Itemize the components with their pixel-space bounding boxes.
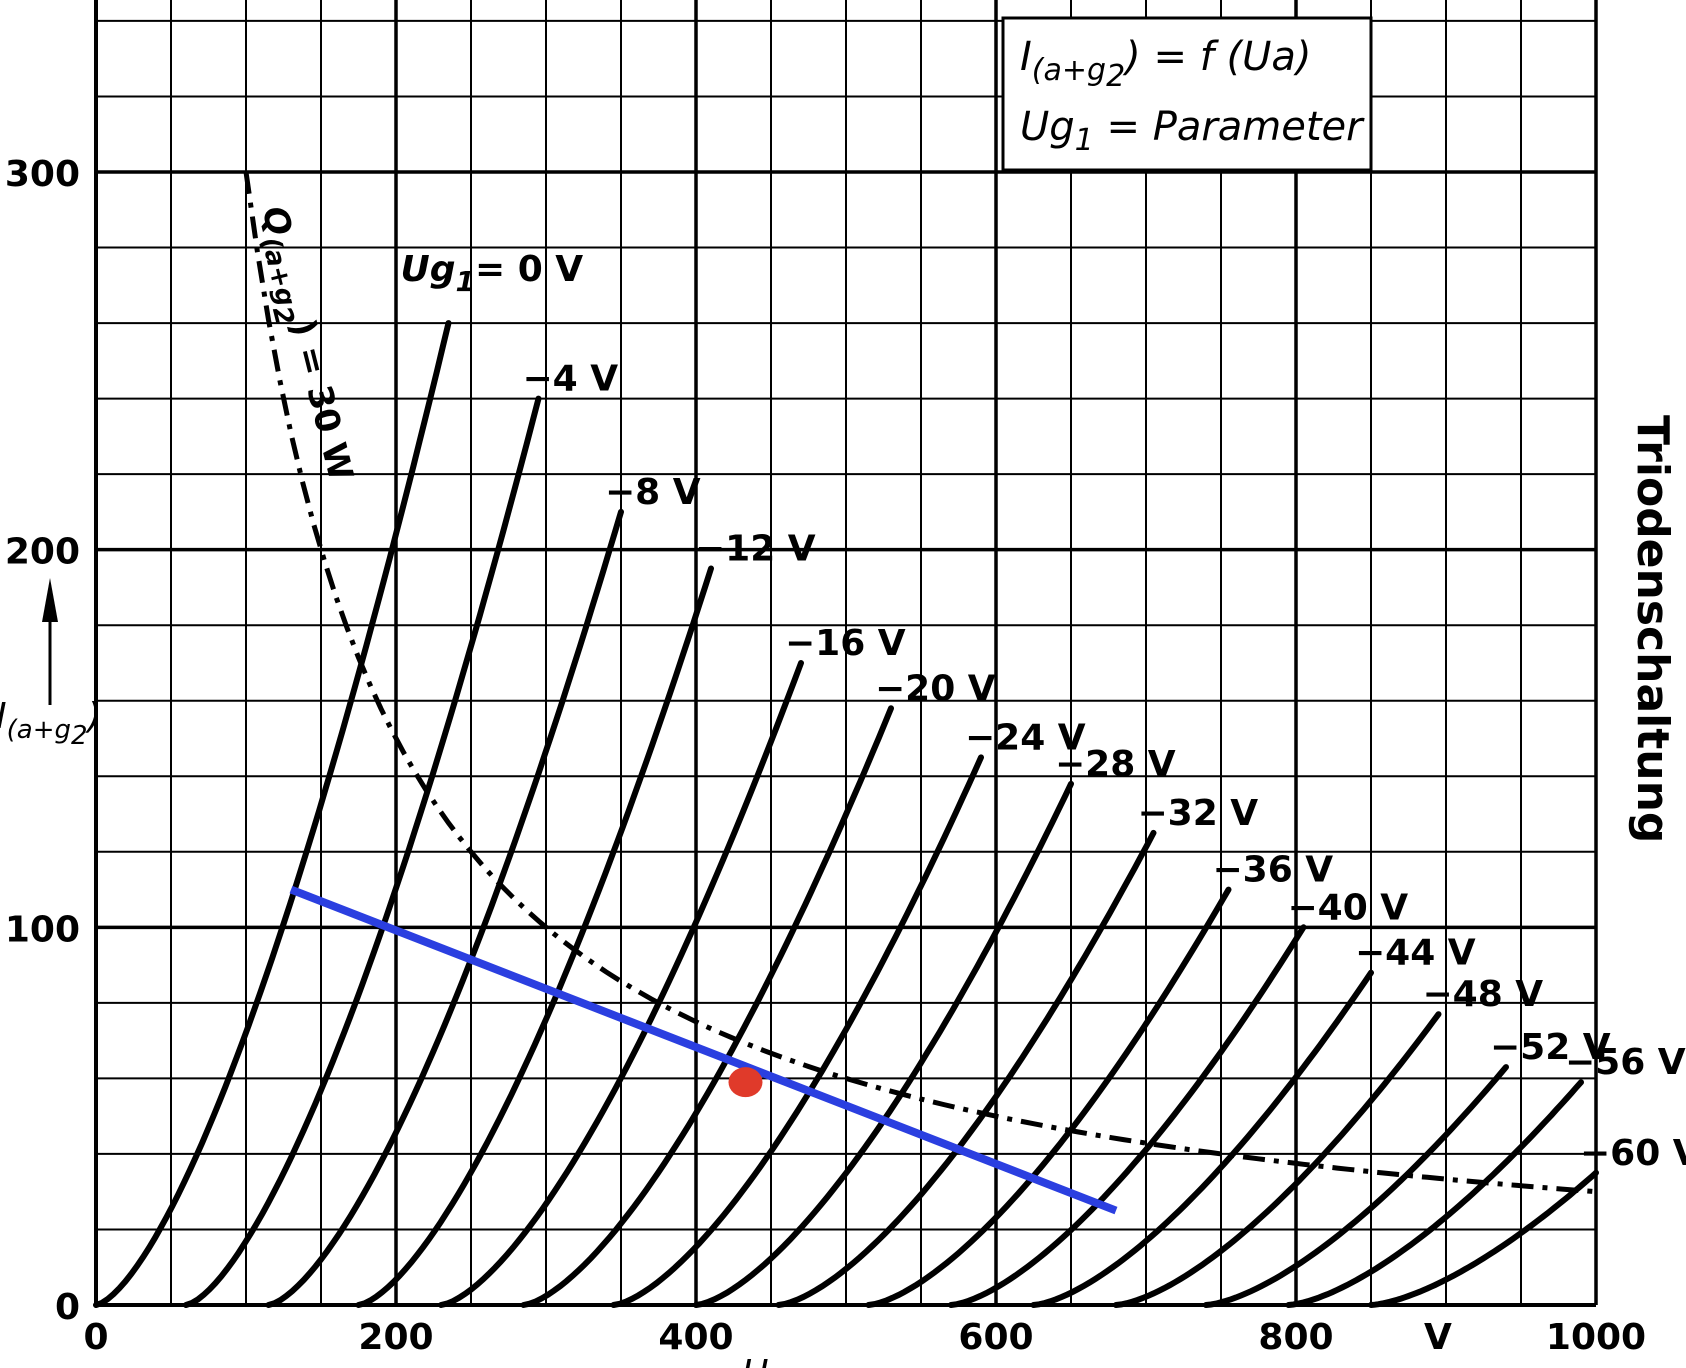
y-tick-label: 0 bbox=[55, 1287, 80, 1328]
curve-neg32V bbox=[775, 829, 1157, 1308]
formula-line-1: I(a+g2) = f (Ua) bbox=[1020, 34, 1312, 94]
curve-label-neg16V: −16 V bbox=[785, 623, 906, 664]
curve-label-neg4V: −4 V bbox=[523, 359, 619, 400]
y-axis-label: I(a+g2) bbox=[0, 696, 102, 751]
curve-label-0v: Ug1= 0 V bbox=[401, 249, 584, 298]
curve-label-neg52V: −52 V bbox=[1490, 1027, 1611, 1068]
formula-box bbox=[1001, 16, 1373, 172]
operating-point bbox=[728, 1067, 763, 1098]
curve-0V bbox=[93, 320, 452, 1308]
curve-neg8V bbox=[265, 508, 624, 1308]
curve-neg48V bbox=[1113, 1011, 1442, 1308]
power-curve-label: Q(a+g2) = 30 W bbox=[242, 202, 360, 487]
x-axis-label-partial: U bbox=[742, 1353, 768, 1368]
y-axis-arrow-head bbox=[42, 578, 58, 622]
curve-label-neg40V: −40 V bbox=[1288, 887, 1409, 928]
curve-label-neg60V: −60 V bbox=[1580, 1133, 1686, 1174]
curve-label-neg48V: −48 V bbox=[1423, 974, 1544, 1015]
x-tick-labels: 0 200 400 600 800 1000 bbox=[83, 1317, 1646, 1358]
characteristic-curves bbox=[93, 320, 1599, 1308]
x-tick-label: 1000 bbox=[1546, 1317, 1646, 1358]
side-label: Triodenschaltung bbox=[1627, 415, 1678, 843]
curve-label-neg24V: −24 V bbox=[965, 717, 1086, 758]
load-line-group bbox=[289, 885, 1118, 1215]
power-limit-curve bbox=[243, 171, 1597, 1195]
curve-neg60V bbox=[1368, 1169, 1599, 1308]
curve-neg56V bbox=[1285, 1079, 1584, 1308]
load-line bbox=[289, 885, 1118, 1215]
curve-neg40V bbox=[948, 924, 1307, 1308]
curve-neg36V bbox=[865, 886, 1232, 1308]
y-tick-labels: 0 100 200 300 bbox=[5, 154, 80, 1328]
curve-label-neg44V: −44 V bbox=[1355, 933, 1476, 974]
curve-label-neg32V: −32 V bbox=[1138, 793, 1259, 834]
curve-labels: −4 V −8 V −12 V −16 V−20 V −24 V−28 V −32 V −3… bbox=[523, 359, 1686, 1174]
x-tick-label: 600 bbox=[958, 1317, 1033, 1358]
curve-label-neg56V: −56 V bbox=[1565, 1042, 1686, 1083]
curve-label-neg8V: −8 V bbox=[605, 472, 701, 513]
curve-neg44V bbox=[1030, 969, 1374, 1308]
curve-label-neg36V: −36 V bbox=[1213, 850, 1334, 891]
curve-neg4V bbox=[183, 395, 542, 1308]
curve-label-neg28V: −28 V bbox=[1055, 744, 1176, 785]
curve-neg20V bbox=[520, 705, 894, 1308]
formula-line-2: Ug1 = Parameter bbox=[1020, 104, 1365, 158]
x-axis-unit: V bbox=[1424, 1317, 1452, 1358]
x-tick-label: 200 bbox=[358, 1317, 433, 1358]
x-tick-label: 800 bbox=[1258, 1317, 1333, 1358]
y-tick-label: 300 bbox=[5, 154, 80, 195]
x-tick-label: 400 bbox=[658, 1317, 733, 1358]
x-tick-label: 0 bbox=[83, 1317, 108, 1358]
curve-neg12V bbox=[355, 565, 714, 1308]
curve-neg52V bbox=[1203, 1064, 1509, 1308]
y-tick-label: 100 bbox=[5, 909, 80, 950]
curve-neg24V bbox=[610, 754, 984, 1308]
curve-label-neg20V: −20 V bbox=[875, 668, 996, 709]
power-curve-line bbox=[243, 171, 1597, 1195]
curve-neg16V bbox=[438, 660, 804, 1308]
y-tick-label: 200 bbox=[5, 532, 80, 573]
curve-label-neg12V: −12 V bbox=[695, 529, 816, 570]
